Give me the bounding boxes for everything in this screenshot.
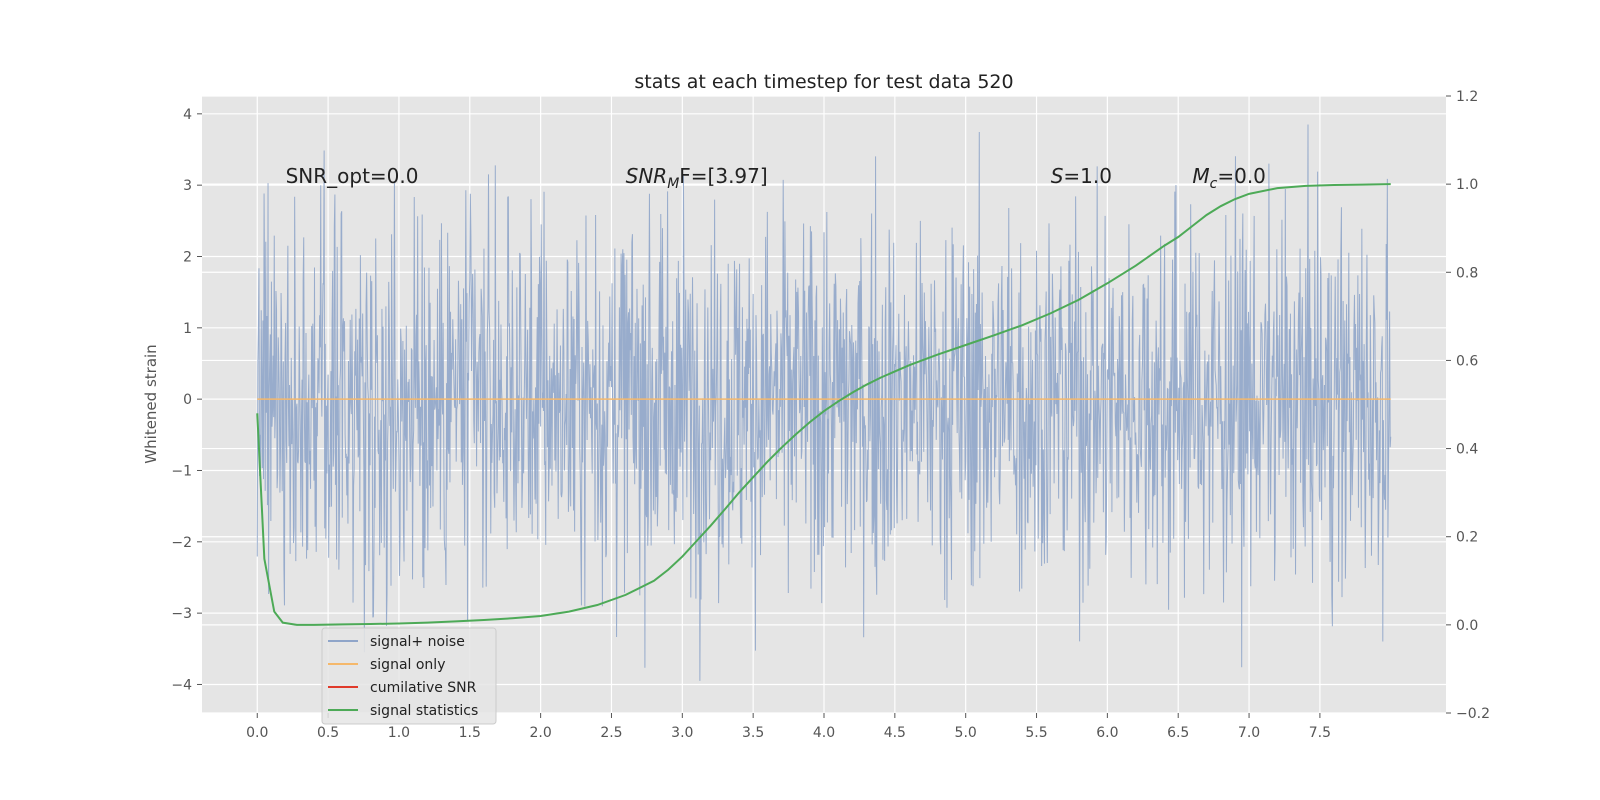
x-tick-label: 2.5	[600, 725, 622, 741]
x-tick-label: 3.5	[742, 725, 764, 741]
x-tick-label: 1.5	[459, 725, 481, 741]
annotation-0: SNR_opt=0.0	[286, 164, 419, 188]
y-tick-label: −4	[171, 677, 192, 693]
y-axis-label: Whitened strain	[142, 344, 160, 463]
x-tick-label: 6.0	[1096, 725, 1118, 741]
x-axis-ticks: 0.0 0.5 1.0 1.5 2.0 2.5 3.0 3.5 4.0 4.5 5.0 5.5 6.0 6…	[246, 713, 1331, 741]
x-tick-label: 7.0	[1238, 725, 1260, 741]
y-tick-label: −3	[171, 606, 192, 622]
legend-label-signal-statistics: signal statistics	[370, 703, 478, 719]
right-y-tick-label: 0.2	[1456, 530, 1478, 546]
annotation-subscript: c	[1210, 176, 1218, 192]
legend-box	[321, 627, 497, 725]
x-tick-label: 6.5	[1167, 725, 1189, 741]
y-tick-label: −1	[171, 463, 192, 479]
x-tick-label: 3.0	[671, 725, 693, 741]
right-y-tick-label: 0.6	[1456, 353, 1478, 369]
legend: signal+ noise signal only cumilative SNR…	[321, 627, 497, 725]
right-y-tick-label: −0.2	[1456, 706, 1490, 722]
x-tick-label: 0.0	[246, 725, 268, 741]
annotation-3: Mc=0.0	[1192, 164, 1266, 192]
right-y-tick-label: 0.4	[1456, 442, 1478, 458]
x-tick-label: 5.5	[1025, 725, 1047, 741]
x-tick-label: 2.0	[529, 725, 551, 741]
legend-label-signal-only: signal only	[370, 657, 445, 673]
y-axis-ticks: 4 3 2 1 0 −1 −2 −3 −4	[171, 107, 202, 693]
x-tick-label: 4.5	[884, 725, 906, 741]
right-y-tick-label: 1.2	[1456, 89, 1478, 105]
y-tick-label: 2	[183, 249, 192, 265]
annotation-2: S=1.0	[1051, 164, 1112, 188]
annotation-suffix: =0.0	[1217, 164, 1266, 188]
annotation-suffix: F=[3.97]	[679, 164, 767, 188]
x-tick-label: 5.0	[955, 725, 977, 741]
annotation-suffix: =1.0	[1063, 164, 1112, 188]
annotation-main: M	[1192, 164, 1209, 188]
legend-label-cumulative-snr: cumilative SNR	[370, 680, 477, 696]
right-y-tick-label: 1.0	[1456, 177, 1478, 193]
y-tick-label: 3	[183, 178, 192, 194]
x-tick-label: 4.0	[813, 725, 835, 741]
annotations: SNR_opt=0.0 SNRMF=[3.97] S=1.0 Mc=0.0	[286, 164, 1266, 192]
annotation-main: S	[1051, 164, 1064, 188]
right-y-axis-ticks: 1.2 1.0 0.8 0.6 0.4 0.2 0.0 −0.2	[1446, 89, 1490, 722]
right-y-tick-label: 0.8	[1456, 265, 1478, 281]
x-tick-label: 0.5	[317, 725, 339, 741]
legend-label-signal-noise: signal+ noise	[370, 634, 465, 650]
annotation-subscript: M	[667, 176, 679, 192]
y-tick-label: 1	[183, 321, 192, 337]
y-tick-label: −2	[171, 535, 192, 551]
signal-noise-series	[256, 124, 1392, 681]
chart-title: stats at each timestep for test data 520	[634, 71, 1013, 93]
right-y-tick-label: 0.0	[1456, 618, 1478, 634]
y-tick-label: 4	[183, 107, 192, 123]
x-tick-label: 7.5	[1309, 725, 1331, 741]
signal-statistics-line	[256, 183, 1391, 626]
annotation-main: SNR	[626, 164, 668, 188]
y-tick-label: 0	[183, 392, 192, 408]
annotation-main: SNR_opt=0.0	[286, 164, 419, 188]
annotation-1: SNRMF=[3.97]	[626, 164, 768, 192]
signal-noise-line	[256, 124, 1392, 681]
x-tick-label: 1.0	[388, 725, 410, 741]
